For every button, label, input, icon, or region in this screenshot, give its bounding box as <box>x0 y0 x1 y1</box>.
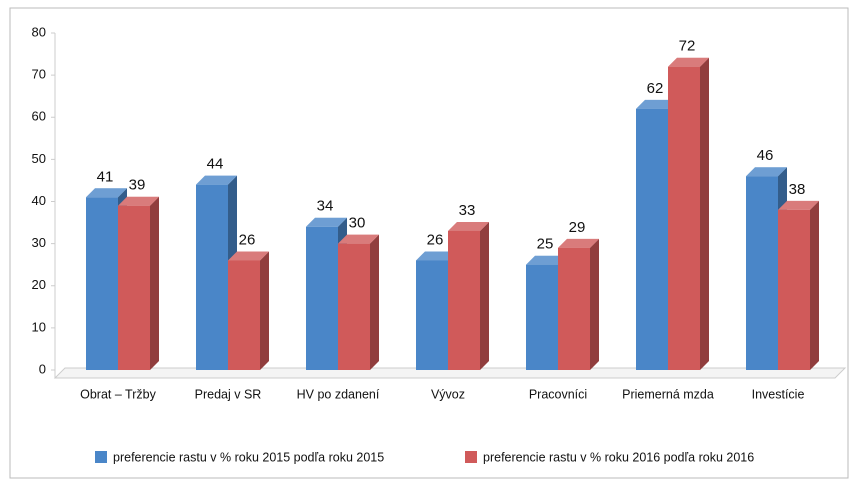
bar-side-shade <box>810 200 819 370</box>
bar <box>746 176 778 370</box>
bar <box>416 260 448 370</box>
y-tick-label: 50 <box>32 151 46 166</box>
bar-top-shade <box>448 221 489 231</box>
x-tick-label: Vývoz <box>431 387 465 401</box>
bar-top-shade <box>86 188 127 198</box>
bar-top-shade <box>746 167 787 177</box>
bar-top-shade <box>526 255 567 265</box>
bar-top <box>778 200 819 210</box>
data-label: 72 <box>679 38 696 55</box>
legend-swatch <box>465 451 477 463</box>
data-label: 38 <box>789 181 806 198</box>
data-label: 30 <box>349 215 366 232</box>
bar-side <box>260 251 269 370</box>
bar-top <box>746 167 787 177</box>
y-tick-label: 20 <box>32 277 46 292</box>
bar-top <box>86 188 127 198</box>
y-tick-label: 40 <box>32 193 46 208</box>
bar <box>306 226 338 370</box>
bar-top-shade <box>558 238 599 248</box>
bar-top <box>526 255 567 265</box>
x-tick-label: Investície <box>752 387 805 401</box>
data-label: 41 <box>97 168 114 185</box>
frame <box>9 7 849 479</box>
bar-side <box>480 221 489 370</box>
legend-label: preferencie rastu v % roku 2016 podľa ro… <box>483 450 754 464</box>
bar-side <box>370 234 379 370</box>
y-tick-label: 10 <box>32 319 46 334</box>
x-tick-label: Pracovníci <box>529 387 587 401</box>
bar-top-shade <box>306 217 347 227</box>
x-tick-label: HV po zdanení <box>297 387 380 401</box>
bar <box>448 230 480 370</box>
bar <box>338 243 370 370</box>
bar-top <box>668 57 709 67</box>
bar-side <box>700 57 709 370</box>
bar <box>86 197 118 370</box>
y-tick-label: 70 <box>32 67 46 82</box>
bar-side-shade <box>480 221 489 370</box>
y-tick-label: 60 <box>32 109 46 124</box>
bar-side-shade <box>370 234 379 370</box>
bar-top-shade <box>416 251 457 261</box>
bar-top <box>196 175 237 185</box>
x-tick-label: Predaj v SR <box>195 387 262 401</box>
bar-top <box>118 196 159 206</box>
bar <box>558 247 590 370</box>
bar-side-shade <box>150 196 159 370</box>
bar-side <box>810 200 819 370</box>
data-label: 26 <box>239 231 256 248</box>
bar-side <box>590 238 599 370</box>
bar-top <box>306 217 347 227</box>
bar <box>668 66 700 370</box>
bar-side-shade <box>590 238 599 370</box>
data-label: 33 <box>459 202 476 219</box>
x-tick-label: Obrat – Tržby <box>80 387 156 401</box>
bar-top <box>636 99 677 109</box>
data-label: 34 <box>317 198 334 215</box>
y-tick-label: 0 <box>39 361 46 376</box>
bar-top-shade <box>228 251 269 261</box>
data-label: 26 <box>427 231 444 248</box>
legend-label: preferencie rastu v % roku 2015 podľa ro… <box>113 450 384 464</box>
bar-top-shade <box>636 99 677 109</box>
bar-top-shade <box>196 175 237 185</box>
bar-top <box>338 234 379 244</box>
bar-top-shade <box>338 234 379 244</box>
bar <box>118 205 150 370</box>
data-label: 46 <box>757 147 774 164</box>
bar-top <box>416 251 457 261</box>
data-label: 29 <box>569 219 586 236</box>
bar <box>778 209 810 370</box>
bar-side <box>150 196 159 370</box>
legend-swatch <box>95 451 107 463</box>
bar-side-shade <box>260 251 269 370</box>
data-label: 62 <box>647 80 664 97</box>
bar-top <box>228 251 269 261</box>
bar-top <box>448 221 489 231</box>
y-tick-label: 80 <box>32 24 46 39</box>
floor <box>53 367 847 379</box>
x-tick-label: Priemerná mzda <box>622 387 714 401</box>
bar-top <box>558 238 599 248</box>
bar-top-shade <box>668 57 709 67</box>
data-label: 39 <box>129 177 146 194</box>
bar <box>196 184 228 370</box>
data-label: 25 <box>537 236 554 253</box>
bar-top-shade <box>118 196 159 206</box>
bar <box>228 260 260 370</box>
bar <box>636 108 668 370</box>
bar <box>526 264 558 370</box>
data-label: 44 <box>207 156 224 173</box>
bar-side-shade <box>700 57 709 370</box>
y-tick-label: 30 <box>32 235 46 250</box>
bar-top-shade <box>778 200 819 210</box>
